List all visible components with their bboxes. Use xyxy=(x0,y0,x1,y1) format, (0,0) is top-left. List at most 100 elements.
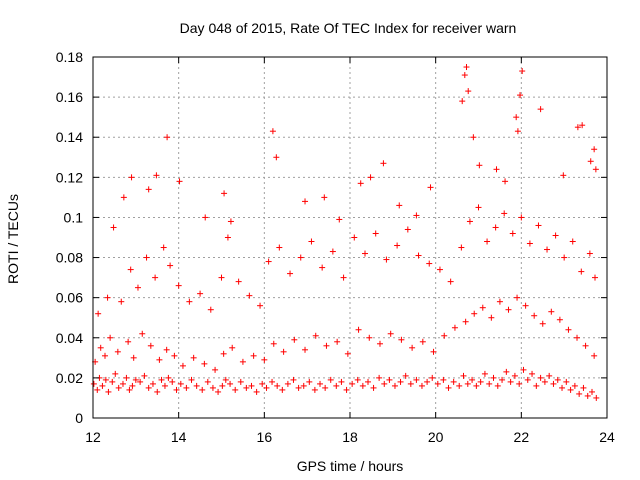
data-point xyxy=(481,370,488,377)
y-tick-label: 0.04 xyxy=(56,330,83,346)
data-point xyxy=(546,372,553,379)
data-point xyxy=(440,376,447,383)
y-tick-label: 0 xyxy=(75,410,83,426)
data-point xyxy=(239,358,246,365)
data-point xyxy=(302,198,309,205)
y-tick-label: 0.06 xyxy=(56,290,83,306)
data-point xyxy=(493,166,500,173)
data-point xyxy=(183,384,190,391)
data-point xyxy=(520,366,527,373)
y-tick-label: 0.12 xyxy=(56,169,83,185)
axes-layer: 12 14 16 18 20 22 24 0 0.02 0.04 0.06 0.08 0.1 0.12 0.… xyxy=(56,49,615,445)
data-point xyxy=(465,88,472,95)
data-point xyxy=(158,376,165,383)
data-point xyxy=(145,384,152,391)
data-point xyxy=(220,350,227,357)
data-point xyxy=(227,380,234,387)
data-point xyxy=(372,230,379,237)
data-point xyxy=(171,352,178,359)
data-point xyxy=(413,212,420,219)
data-point xyxy=(567,386,574,393)
data-point xyxy=(311,386,318,393)
data-point xyxy=(462,318,469,325)
x-tick-label: 14 xyxy=(171,429,187,445)
data-point xyxy=(376,374,383,381)
data-point xyxy=(366,334,373,341)
data-point xyxy=(436,266,443,273)
data-point xyxy=(141,372,148,379)
data-point xyxy=(541,378,548,385)
data-point xyxy=(526,240,533,247)
y-axis-label: ROTI / TECUs xyxy=(5,194,21,284)
data-point xyxy=(351,234,358,241)
data-point xyxy=(397,378,404,385)
data-point xyxy=(163,346,170,353)
data-point xyxy=(391,382,398,389)
data-point xyxy=(212,366,219,373)
data-point xyxy=(460,372,467,379)
data-point xyxy=(145,186,152,193)
data-point xyxy=(295,384,302,391)
data-point xyxy=(129,382,136,389)
data-point xyxy=(104,294,111,301)
data-point xyxy=(496,298,503,305)
data-point xyxy=(415,252,422,259)
data-point xyxy=(120,194,127,201)
data-point xyxy=(466,218,473,225)
data-point xyxy=(160,244,167,251)
data-point xyxy=(511,372,518,379)
data-point xyxy=(176,178,183,185)
data-point xyxy=(125,338,132,345)
data-point xyxy=(343,386,350,393)
data-point xyxy=(308,238,315,245)
data-point xyxy=(269,128,276,135)
data-point xyxy=(197,290,204,297)
data-point xyxy=(456,382,463,389)
y-tick-label: 0.18 xyxy=(56,49,83,65)
data-point xyxy=(152,274,159,281)
x-tick-label: 18 xyxy=(342,429,358,445)
data-point xyxy=(354,376,361,383)
data-point xyxy=(560,172,567,179)
data-point xyxy=(503,368,510,375)
y-tick-label: 0.02 xyxy=(56,370,83,386)
data-point xyxy=(592,166,599,173)
data-point xyxy=(441,332,448,339)
data-point xyxy=(179,362,186,369)
data-point xyxy=(137,378,144,385)
data-point xyxy=(475,204,482,211)
data-point xyxy=(471,310,478,317)
data-point xyxy=(134,284,141,291)
data-point xyxy=(105,388,112,395)
data-point xyxy=(201,360,208,367)
data-point xyxy=(235,278,242,285)
data-point xyxy=(592,274,599,281)
data-point xyxy=(95,310,102,317)
data-point xyxy=(574,124,581,131)
data-point xyxy=(219,382,226,389)
data-point xyxy=(344,350,351,357)
data-point xyxy=(126,386,133,393)
data-point xyxy=(102,376,109,383)
data-point xyxy=(513,114,520,121)
data-point xyxy=(188,376,195,383)
data-point xyxy=(413,376,420,383)
data-point xyxy=(386,376,393,383)
data-point xyxy=(101,352,108,359)
data-point xyxy=(591,146,598,153)
data-point xyxy=(361,250,368,257)
y-tick-label: 0.16 xyxy=(56,89,83,105)
data-point xyxy=(127,266,134,273)
data-point xyxy=(589,388,596,395)
data-point xyxy=(509,230,516,237)
data-point xyxy=(398,336,405,343)
data-point xyxy=(576,390,583,397)
data-point xyxy=(470,134,477,141)
data-point xyxy=(593,394,600,401)
data-point xyxy=(97,344,104,351)
data-point xyxy=(514,294,521,301)
y-tick-label: 0.08 xyxy=(56,250,83,266)
data-point xyxy=(270,340,277,347)
data-point xyxy=(110,224,117,231)
